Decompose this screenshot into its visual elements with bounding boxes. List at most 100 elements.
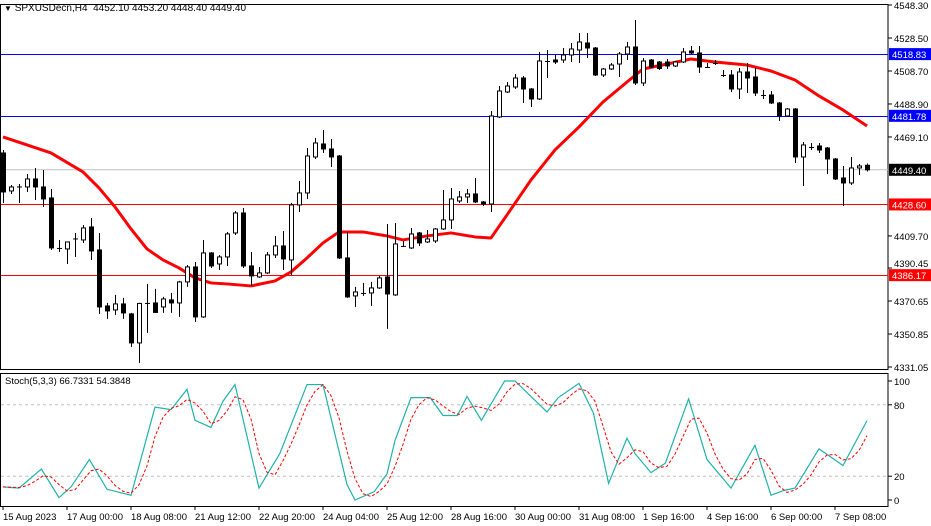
candle-body bbox=[505, 85, 510, 93]
stochastic-label: Stoch(5,3,3) 66.7331 54.3848 bbox=[5, 376, 131, 387]
stochastic-tick-label: 80 bbox=[894, 401, 905, 412]
candle-body bbox=[393, 243, 398, 296]
candle-body bbox=[697, 52, 702, 68]
bull-candle bbox=[81, 224, 86, 243]
level-price-label-bg bbox=[889, 269, 931, 282]
candle-body bbox=[225, 233, 230, 258]
price-tick-label: 4390.45 bbox=[894, 259, 928, 270]
time-tick-label: 18 Aug 08:00 bbox=[131, 512, 187, 523]
bear-candle bbox=[713, 59, 718, 65]
candle-body bbox=[241, 212, 246, 267]
bear-candle bbox=[841, 165, 846, 206]
time-tick-label: 4 Sep 16:00 bbox=[707, 512, 758, 523]
candle-body bbox=[105, 305, 110, 312]
price-tick-label: 4331.05 bbox=[894, 363, 928, 374]
candle-body bbox=[177, 281, 182, 304]
bear-candle bbox=[553, 54, 558, 64]
candle-body bbox=[553, 59, 558, 63]
bull-candle bbox=[617, 51, 622, 77]
bear-candle bbox=[529, 87, 534, 107]
bear-candle bbox=[337, 154, 342, 259]
candle-body bbox=[561, 54, 566, 61]
candle-body bbox=[281, 245, 286, 260]
candle-body bbox=[201, 252, 206, 318]
triangle-down-icon[interactable]: ▼ bbox=[4, 4, 12, 13]
bull-candle bbox=[265, 251, 270, 274]
candle-body bbox=[209, 252, 214, 267]
stochastic-d-line bbox=[2, 383, 868, 498]
bear-candle bbox=[729, 69, 734, 92]
bull-candle bbox=[185, 264, 190, 287]
candle-body bbox=[649, 59, 654, 68]
bull-candle bbox=[601, 67, 606, 77]
bull-candle bbox=[177, 280, 182, 317]
bull-candle bbox=[577, 32, 582, 63]
price-tick-label: 4488.90 bbox=[894, 100, 928, 111]
candle-body bbox=[337, 155, 342, 259]
bear-candle bbox=[753, 67, 758, 96]
bull-candle bbox=[409, 227, 414, 249]
candle-body bbox=[273, 245, 278, 256]
bear-candle bbox=[385, 223, 390, 329]
level-price-label-bg bbox=[889, 198, 931, 211]
bull-candle bbox=[801, 141, 806, 186]
bull-candle bbox=[457, 190, 462, 203]
bull-candle bbox=[273, 235, 278, 258]
candle-body bbox=[305, 155, 310, 194]
candle-body bbox=[329, 148, 334, 158]
candle-body bbox=[865, 164, 870, 171]
bear-candle bbox=[593, 46, 598, 76]
candle-body bbox=[41, 186, 46, 200]
candle-body bbox=[793, 108, 798, 158]
candle-body bbox=[681, 51, 686, 63]
time-tick-label: 30 Aug 00:00 bbox=[515, 512, 571, 523]
bear-candle bbox=[329, 138, 334, 167]
candle-body bbox=[321, 143, 326, 150]
candle-body bbox=[689, 50, 694, 54]
level-price-label: 4518.83 bbox=[892, 50, 926, 61]
bear-candle bbox=[249, 251, 254, 286]
time-tick-label: 28 Aug 16:00 bbox=[451, 512, 507, 523]
bear-candle bbox=[745, 62, 750, 93]
bear-candle bbox=[57, 239, 62, 252]
main-pane-border bbox=[0, 4, 889, 370]
candle-body bbox=[33, 178, 38, 188]
bull-candle bbox=[393, 222, 398, 296]
bear-candle bbox=[865, 163, 870, 172]
candle-body bbox=[25, 178, 30, 188]
bull-candle bbox=[505, 81, 510, 93]
price-tick-label: 4409.70 bbox=[894, 232, 928, 243]
bear-candle bbox=[321, 129, 326, 153]
bull-candle bbox=[449, 187, 454, 229]
candle-body bbox=[49, 197, 54, 249]
bear-candle bbox=[345, 231, 350, 298]
candle-body bbox=[449, 198, 454, 221]
bear-candle bbox=[129, 312, 134, 347]
symbol-label: SPXUSDecn,H4 bbox=[14, 3, 88, 14]
bear-candle bbox=[793, 107, 798, 163]
bear-candle bbox=[49, 188, 54, 250]
candle-body bbox=[601, 68, 606, 76]
candle-body bbox=[265, 254, 270, 274]
bear-candle bbox=[417, 231, 422, 246]
bear-candle bbox=[1, 149, 6, 203]
candle-body bbox=[641, 60, 646, 84]
candle-body bbox=[417, 232, 422, 244]
stochastic-k-line bbox=[2, 380, 868, 501]
time-tick-label: 24 Aug 04:00 bbox=[323, 512, 379, 523]
candle-body bbox=[353, 291, 358, 297]
bull-candle bbox=[225, 231, 230, 266]
bull-candle bbox=[377, 275, 382, 289]
bear-candle bbox=[633, 19, 638, 85]
candle-body bbox=[849, 167, 854, 184]
bear-candle bbox=[33, 167, 38, 200]
bull-candle bbox=[305, 147, 310, 199]
bull-candle bbox=[681, 47, 686, 63]
candle-body bbox=[593, 47, 598, 76]
level-price-label-bg bbox=[889, 48, 931, 61]
candle-body bbox=[833, 158, 838, 180]
candle-body bbox=[473, 193, 478, 203]
stochastic-pane-border bbox=[0, 373, 889, 507]
